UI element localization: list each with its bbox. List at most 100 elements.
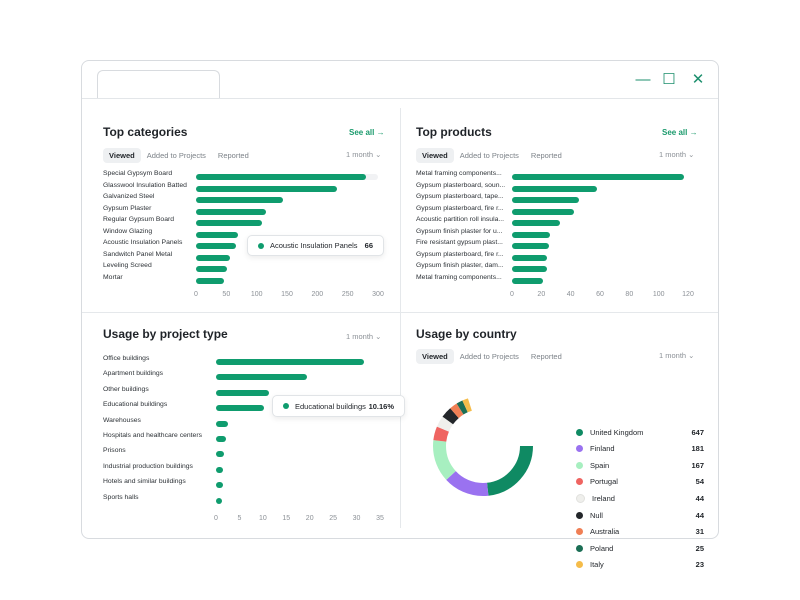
- bar[interactable]: [216, 466, 224, 473]
- bar-label: Gypsum finish plaster for u...: [416, 227, 503, 235]
- x-tick-label: 25: [329, 515, 338, 522]
- legend-label: Null: [590, 510, 603, 520]
- bar-label: Acoustic partition roll insula...: [416, 216, 505, 223]
- bar[interactable]: [196, 185, 337, 192]
- filter-tabs: Viewed Added to Projects Reported: [416, 349, 568, 364]
- legend-item[interactable]: Italy 23: [576, 559, 704, 571]
- x-tick-label: 300: [372, 291, 384, 298]
- period-dropdown[interactable]: 1 month ⌄: [659, 150, 695, 159]
- bar[interactable]: [216, 374, 308, 381]
- bar-label: Acoustic Insulation Panels: [103, 239, 183, 246]
- donut-slice[interactable]: [433, 396, 533, 496]
- see-all-link[interactable]: See all →: [662, 128, 698, 137]
- x-tick-label: 60: [596, 291, 604, 298]
- bar[interactable]: [196, 243, 237, 249]
- bar-label: Gypsum plasterboard, fire r...: [416, 250, 504, 258]
- legend-item[interactable]: Portugal 54: [576, 476, 704, 488]
- legend-item[interactable]: Null 44: [576, 509, 704, 521]
- bar[interactable]: [196, 231, 239, 238]
- title-bar: — ☐ ✕: [82, 61, 718, 99]
- bar[interactable]: [216, 482, 223, 489]
- bar[interactable]: [216, 389, 269, 396]
- legend-label: Finland: [590, 444, 615, 454]
- filter-reported[interactable]: Reported: [530, 151, 562, 160]
- bar[interactable]: [196, 174, 366, 180]
- period-dropdown[interactable]: 1 month ⌄: [346, 150, 382, 159]
- country-donut-chart: [433, 396, 533, 496]
- bar[interactable]: [196, 197, 284, 203]
- bar-label: Prisons: [103, 447, 126, 455]
- legend-item[interactable]: Poland 25: [576, 542, 704, 554]
- bar[interactable]: [512, 208, 574, 215]
- legend-item[interactable]: Australia 31: [576, 526, 704, 538]
- bar[interactable]: [512, 266, 548, 272]
- bar[interactable]: [512, 174, 684, 180]
- filter-viewed[interactable]: Viewed: [416, 148, 454, 163]
- bar[interactable]: [512, 220, 561, 226]
- bar[interactable]: [512, 231, 551, 238]
- bar[interactable]: [216, 420, 229, 427]
- filter-added-to-projects[interactable]: Added to Projects: [459, 352, 519, 361]
- bar[interactable]: [216, 497, 222, 504]
- bar-label: Office buildings: [103, 355, 150, 362]
- bar-label: Educational buildings: [103, 401, 168, 409]
- bar[interactable]: [216, 405, 264, 412]
- bar[interactable]: [196, 220, 263, 226]
- panel-title: Top products: [416, 125, 492, 139]
- bar[interactable]: [512, 254, 548, 261]
- x-tick-label: 80: [625, 291, 634, 298]
- filter-viewed[interactable]: Viewed: [103, 148, 141, 163]
- legend-dot-icon: [576, 478, 583, 486]
- legend-item[interactable]: Finland 181: [576, 443, 704, 455]
- donut-slice[interactable]: [433, 396, 533, 496]
- bar[interactable]: [196, 208, 267, 215]
- period-dropdown[interactable]: 1 month ⌄: [346, 332, 382, 341]
- legend-dot-icon: [576, 511, 583, 519]
- legend-label: Ireland: [592, 493, 615, 503]
- close-icon[interactable]: ✕: [691, 71, 705, 88]
- minimize-icon[interactable]: —: [635, 71, 651, 88]
- legend-item[interactable]: Spain 167: [576, 459, 704, 471]
- usage-country-panel: Usage by country Viewed Added to Project…: [401, 313, 720, 569]
- bar-label: Gypsum finish plaster, dam...: [416, 262, 504, 269]
- maximize-icon[interactable]: ☐: [662, 71, 676, 88]
- bar[interactable]: [512, 185, 598, 192]
- x-tick-label: 15: [282, 515, 291, 522]
- period-dropdown[interactable]: 1 month ⌄: [659, 351, 695, 360]
- see-all-link[interactable]: See all →: [349, 128, 385, 137]
- legend-dot-icon: [576, 445, 583, 453]
- bar[interactable]: [512, 197, 580, 203]
- filter-added-to-projects[interactable]: Added to Projects: [146, 151, 206, 160]
- legend-label: Poland: [590, 543, 614, 553]
- bar[interactable]: [196, 277, 224, 284]
- bar[interactable]: [196, 254, 230, 261]
- legend-item[interactable]: Ireland 44: [576, 492, 704, 504]
- bar[interactable]: [216, 436, 226, 442]
- legend-value: 647: [691, 427, 704, 437]
- browser-tab[interactable]: [97, 70, 220, 98]
- bar[interactable]: [216, 359, 364, 365]
- filter-reported[interactable]: Reported: [530, 352, 562, 361]
- legend-item[interactable]: United Kingdom 647: [576, 426, 704, 438]
- bar-label: Apartment buildings: [103, 370, 164, 378]
- x-tick-label: 30: [352, 515, 361, 522]
- x-tick-label: 20: [305, 515, 314, 522]
- bar[interactable]: [216, 451, 224, 458]
- filter-viewed[interactable]: Viewed: [416, 349, 454, 364]
- bar[interactable]: [512, 243, 549, 249]
- bar[interactable]: [196, 266, 227, 272]
- legend-value: 54: [695, 477, 704, 487]
- bar-label: Gypsum Plaster: [103, 204, 152, 212]
- x-tick-label: 120: [682, 291, 694, 298]
- filter-added-to-projects[interactable]: Added to Projects: [459, 151, 519, 160]
- bar-label: Industrial production buildings: [103, 462, 193, 470]
- bar-label: Regular Gypsum Board: [103, 216, 175, 223]
- legend-label: Italy: [590, 560, 604, 570]
- donut-slice[interactable]: [433, 396, 533, 496]
- bar-label: Window Glazing: [103, 227, 153, 235]
- bar[interactable]: [512, 277, 543, 284]
- filter-reported[interactable]: Reported: [217, 151, 249, 160]
- tooltip-value: 66: [364, 241, 373, 250]
- x-tick-label: 40: [566, 291, 575, 298]
- tooltip-label: Acoustic Insulation Panels: [270, 241, 358, 250]
